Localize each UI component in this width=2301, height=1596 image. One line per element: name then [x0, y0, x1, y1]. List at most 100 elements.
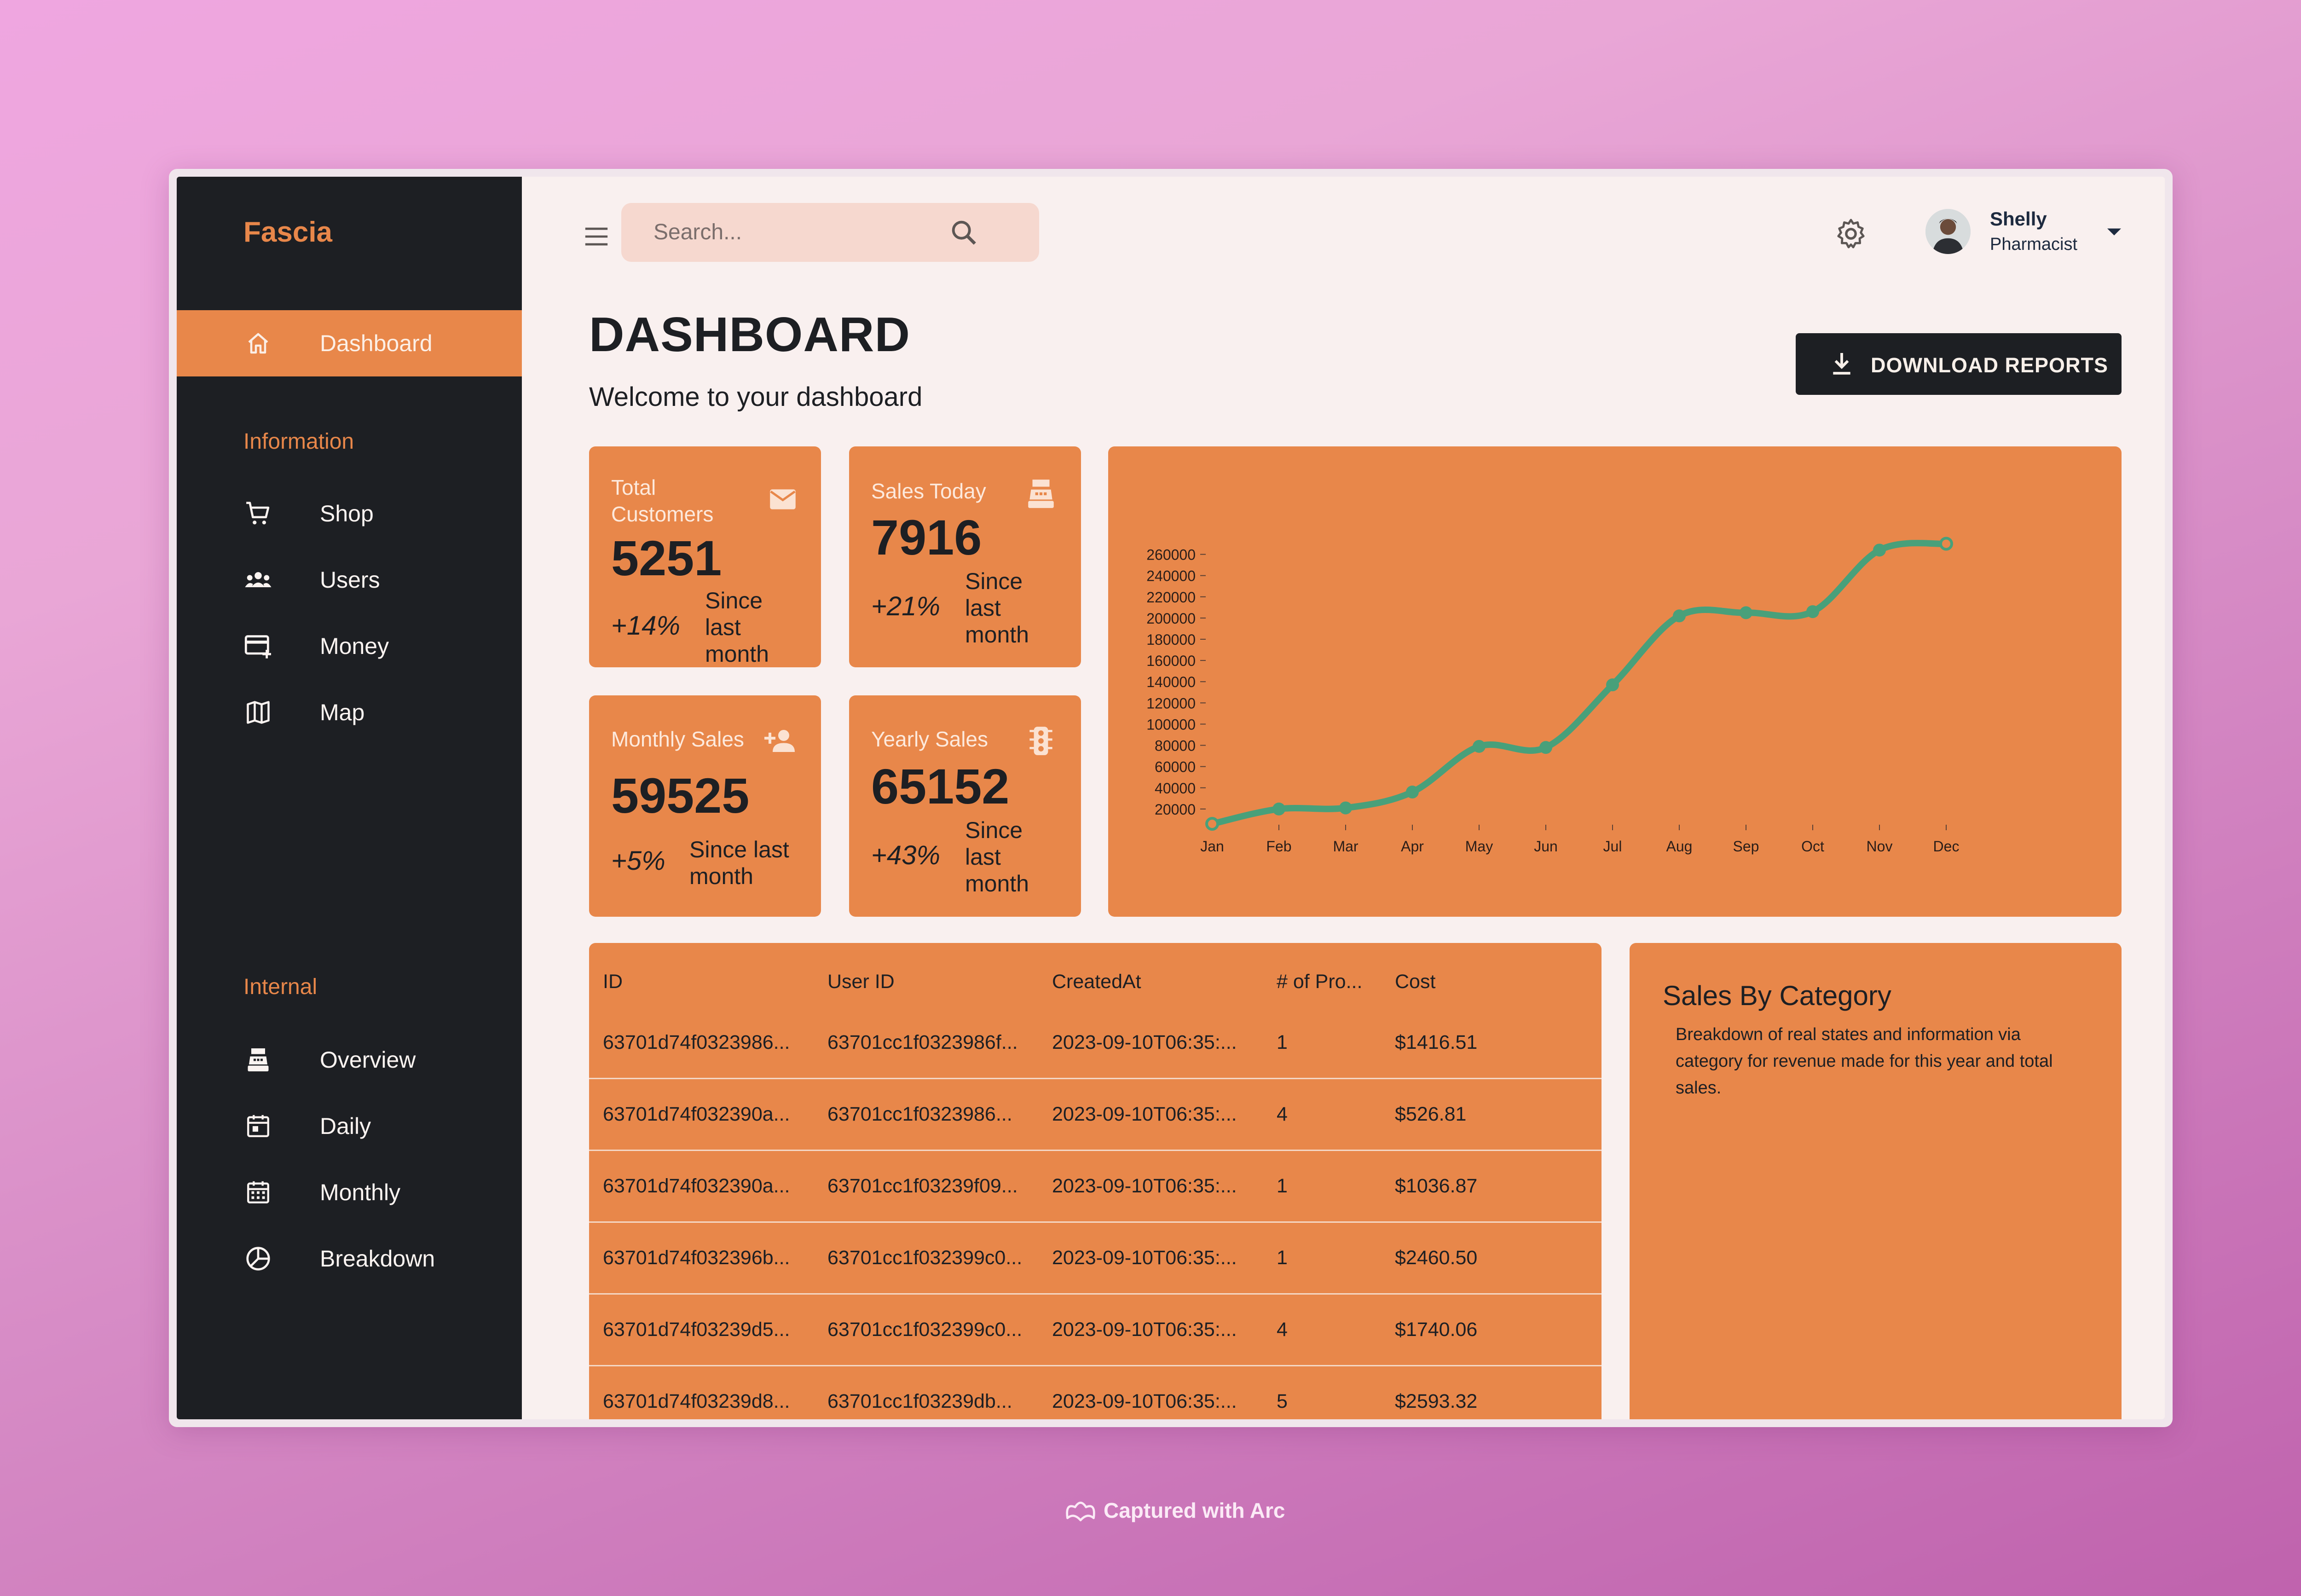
sidebar-item-shop[interactable]: Shop: [177, 480, 522, 547]
cell-user-id: 63701cc1f0323986...: [827, 1103, 1012, 1125]
data-point[interactable]: [1473, 740, 1486, 753]
cell-created-at: 2023-09-10T06:35:...: [1052, 1318, 1237, 1341]
data-point[interactable]: [1205, 817, 1219, 831]
app: Fascia Dashboard Information Shop Users …: [177, 177, 2165, 1419]
stat-value: 7916: [871, 509, 982, 565]
table-row[interactable]: 63701d74f0323986... 63701cc1f0323986f...…: [589, 1007, 1601, 1079]
cell-created-at: 2023-09-10T06:35:...: [1052, 1031, 1237, 1053]
x-tick-label: Dec: [1933, 838, 1960, 855]
data-point[interactable]: [1939, 537, 1953, 551]
y-tick-label: 100000: [1146, 716, 1196, 733]
series-points: [1205, 537, 1953, 831]
cell-id: 63701d74f032390a...: [603, 1175, 790, 1197]
point-of-sale-icon: [1024, 477, 1058, 511]
x-tick-label: Oct: [1801, 838, 1824, 855]
sidebar-item-breakdown[interactable]: Breakdown: [177, 1226, 522, 1292]
user-role: Pharmacist: [1990, 235, 2078, 254]
cell-user-id: 63701cc1f03239db...: [827, 1390, 1012, 1412]
stat-title: Monthly Sales: [611, 727, 744, 751]
table-row[interactable]: 63701d74f032390a... 63701cc1f03239f09...…: [589, 1151, 1601, 1223]
gear-icon[interactable]: [1833, 216, 1868, 251]
cell-id: 63701d74f032396b...: [603, 1247, 790, 1269]
column-header-user-id[interactable]: User ID: [827, 971, 895, 993]
traffic-light-icon: [1024, 724, 1058, 758]
page-subtitle: Welcome to your dashboard: [589, 382, 923, 412]
cell-cost: $1416.51: [1395, 1031, 1478, 1053]
table-row[interactable]: 63701d74f03239d5... 63701cc1f032399c0...…: [589, 1295, 1601, 1366]
stat-title: Total Customers: [611, 475, 714, 526]
cell-created-at: 2023-09-10T06:35:...: [1052, 1103, 1237, 1125]
map-icon: [243, 698, 273, 727]
stat-percent: +5%: [611, 846, 665, 876]
y-tick-label: 20000: [1155, 801, 1196, 818]
category-title: Sales By Category: [1663, 980, 1891, 1011]
sidebar-item-daily[interactable]: Daily: [177, 1093, 522, 1159]
download-icon: [1827, 349, 1856, 379]
calendar-month-icon: [243, 1178, 273, 1207]
calendar-today-icon: [243, 1111, 273, 1141]
data-point[interactable]: [1539, 741, 1552, 754]
data-point[interactable]: [1740, 606, 1752, 619]
sidebar-item-money[interactable]: Money: [177, 613, 522, 679]
table-row[interactable]: 63701d74f03239d8... 63701cc1f03239db... …: [589, 1366, 1601, 1419]
stat-percent: +43%: [871, 840, 940, 870]
user-name[interactable]: Shelly: [1990, 208, 2047, 230]
search-box[interactable]: Search...: [621, 203, 1039, 262]
stat-card-yearly-sales: Yearly Sales 65152 +43% Since last month: [849, 695, 1081, 917]
sidebar-item-dashboard[interactable]: Dashboard: [177, 310, 522, 376]
y-tick-label: 240000: [1146, 568, 1196, 584]
cell-created-at: 2023-09-10T06:35:...: [1052, 1175, 1237, 1197]
data-point[interactable]: [1339, 801, 1352, 815]
search-icon[interactable]: [948, 217, 980, 249]
column-header-products[interactable]: # of Pro...: [1277, 971, 1363, 993]
cell-products: 1: [1277, 1031, 1288, 1053]
person-add-icon: [763, 724, 797, 758]
stat-card-monthly-sales: Monthly Sales 59525 +5% Since last month: [589, 695, 821, 917]
sales-by-category-card: Sales By Category Breakdown of real stat…: [1630, 943, 2122, 1419]
series-line: [1209, 540, 1949, 827]
brand-logo[interactable]: Fascia: [243, 216, 333, 248]
column-header-id[interactable]: ID: [603, 971, 623, 993]
data-point[interactable]: [1806, 605, 1819, 619]
data-point[interactable]: [1673, 609, 1686, 623]
stat-value: 5251: [611, 530, 722, 586]
cell-products: 4: [1277, 1103, 1288, 1125]
pie-chart-icon: [243, 1244, 273, 1273]
x-tick-label: Jun: [1534, 838, 1558, 855]
data-point[interactable]: [1272, 802, 1285, 815]
column-header-created-at[interactable]: CreatedAt: [1052, 971, 1141, 993]
x-tick-label: Apr: [1401, 838, 1424, 855]
search-input[interactable]: Search...: [653, 220, 742, 244]
stat-card-sales-today: Sales Today 7916 +21% Since last month: [849, 446, 1081, 667]
data-point[interactable]: [1873, 544, 1886, 557]
cell-cost: $526.81: [1395, 1103, 1467, 1125]
cell-products: 5: [1277, 1390, 1288, 1412]
cart-icon: [243, 499, 273, 528]
menu-button[interactable]: [580, 220, 613, 253]
column-header-cost[interactable]: Cost: [1395, 971, 1436, 993]
cell-user-id: 63701cc1f03239f09...: [827, 1175, 1018, 1197]
cell-id: 63701d74f032390a...: [603, 1103, 790, 1125]
x-tick-label: May: [1465, 838, 1493, 855]
footer-text: Captured with Arc: [1104, 1498, 1285, 1522]
sidebar-item-label: Dashboard: [320, 330, 433, 356]
y-tick-label: 260000: [1146, 547, 1196, 563]
data-point[interactable]: [1606, 678, 1619, 692]
sidebar-item-label: Monthly: [320, 1180, 401, 1205]
avatar[interactable]: [1925, 209, 1971, 254]
table-row[interactable]: 63701d74f032390a... 63701cc1f0323986... …: [589, 1079, 1601, 1151]
sidebar-item-monthly[interactable]: Monthly: [177, 1159, 522, 1226]
x-tick-label: Jan: [1200, 838, 1224, 855]
y-tick-label: 160000: [1146, 653, 1196, 669]
point-of-sale-icon: [243, 1045, 273, 1075]
sidebar-item-map[interactable]: Map: [177, 679, 522, 746]
table-row[interactable]: 63701d74f032396b... 63701cc1f032399c0...…: [589, 1223, 1601, 1295]
chevron-down-icon[interactable]: [2103, 223, 2126, 241]
sidebar-item-overview[interactable]: Overview: [177, 1027, 522, 1093]
arc-logo-icon: [1063, 1496, 1098, 1525]
download-reports-button[interactable]: DOWNLOAD REPORTS: [1796, 333, 2122, 395]
sidebar: Fascia Dashboard Information Shop Users …: [177, 177, 522, 1419]
sidebar-item-users[interactable]: Users: [177, 547, 522, 613]
cell-user-id: 63701cc1f032399c0...: [827, 1318, 1023, 1341]
data-point[interactable]: [1406, 786, 1419, 799]
